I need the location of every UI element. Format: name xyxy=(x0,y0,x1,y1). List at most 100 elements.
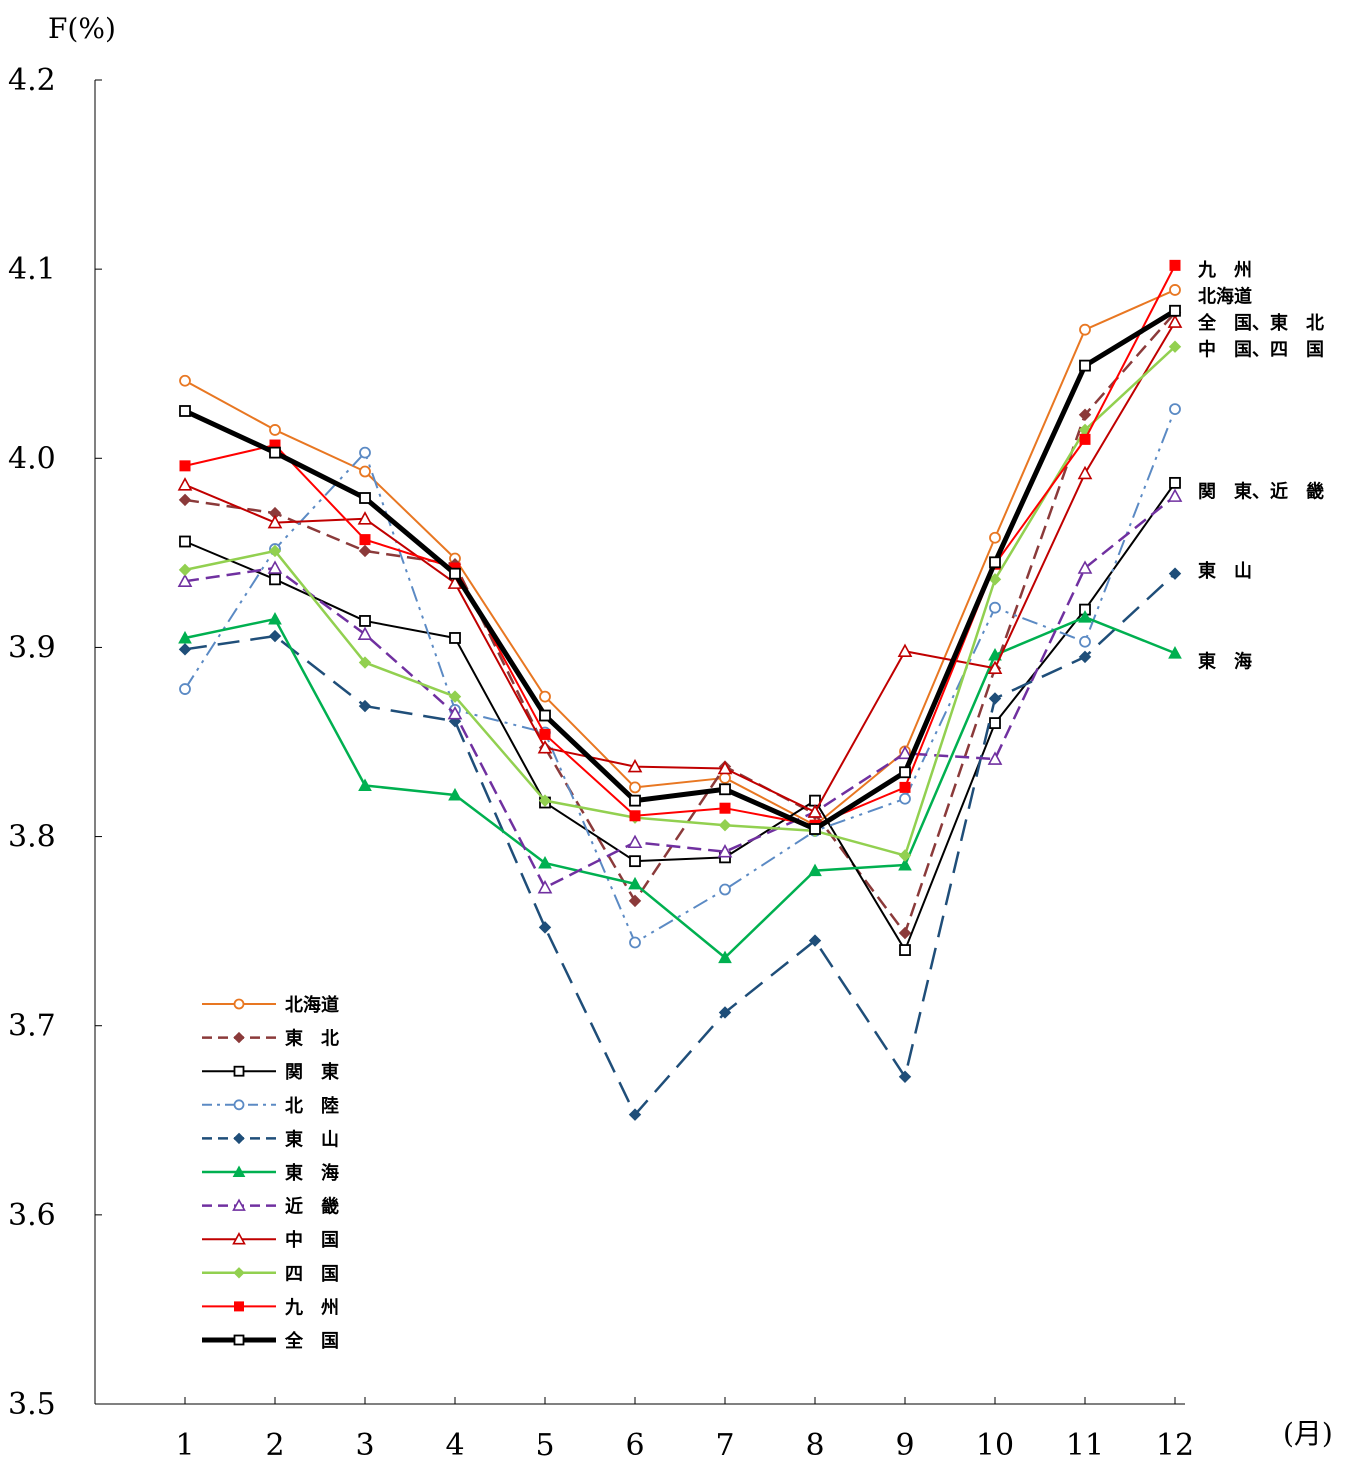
marker xyxy=(719,772,731,784)
x-tick-label: 5 xyxy=(535,1428,554,1461)
series-1 xyxy=(179,284,1181,832)
marker xyxy=(989,601,1001,614)
marker xyxy=(358,699,372,713)
x-tick-label: 11 xyxy=(1066,1428,1104,1461)
series-2 xyxy=(178,306,1182,940)
marker xyxy=(899,766,911,779)
legend-item: 全 国 xyxy=(202,1330,339,1352)
marker xyxy=(1167,488,1183,502)
legend-item: 東 海 xyxy=(202,1162,339,1184)
legend-item: 中 国 xyxy=(202,1229,339,1251)
marker xyxy=(898,1070,912,1083)
marker xyxy=(897,745,913,760)
y-tick-label: 4.1 xyxy=(8,252,56,287)
marker xyxy=(179,405,191,417)
marker xyxy=(269,424,281,436)
y-tick-label: 4.2 xyxy=(8,63,56,98)
marker xyxy=(359,492,371,504)
marker xyxy=(718,819,732,832)
series-line xyxy=(184,572,1176,1116)
marker xyxy=(178,630,192,644)
legend-item: 北海道 xyxy=(202,994,339,1016)
marker xyxy=(179,374,191,387)
end-label: 関 東、近 畿 xyxy=(1198,480,1324,502)
series-6 xyxy=(178,610,1182,964)
series-10 xyxy=(179,259,1181,831)
marker xyxy=(178,493,192,507)
y-tick-label: 4.0 xyxy=(8,441,56,476)
marker xyxy=(539,690,551,703)
y-tick-label: 3.9 xyxy=(8,630,56,665)
marker xyxy=(268,544,282,558)
marker xyxy=(1079,635,1091,648)
marker xyxy=(898,849,912,862)
marker xyxy=(232,1232,246,1245)
marker xyxy=(233,1031,245,1044)
marker xyxy=(357,511,373,525)
marker xyxy=(898,857,912,871)
legend-label: 北海道 xyxy=(285,994,339,1016)
marker xyxy=(899,944,911,956)
marker xyxy=(1169,304,1181,317)
series-line xyxy=(184,321,1176,813)
marker xyxy=(628,876,642,890)
end-label: 東 山 xyxy=(1198,560,1252,582)
marker xyxy=(809,823,821,835)
marker xyxy=(177,573,193,588)
legend-label: 中 国 xyxy=(285,1229,339,1251)
marker xyxy=(539,709,551,722)
marker xyxy=(989,556,1001,569)
marker xyxy=(233,1065,245,1077)
marker xyxy=(1077,465,1093,480)
marker xyxy=(359,465,371,478)
marker xyxy=(269,446,281,459)
series-line xyxy=(184,289,1176,827)
legend-label: 東 北 xyxy=(285,1028,339,1050)
series-3 xyxy=(179,476,1181,956)
marker xyxy=(1168,646,1182,659)
series-line xyxy=(183,308,1177,832)
marker xyxy=(233,1334,245,1346)
marker xyxy=(1078,408,1092,421)
marker xyxy=(989,717,1001,729)
marker xyxy=(179,460,191,472)
marker xyxy=(718,1006,732,1019)
marker xyxy=(899,781,911,793)
axes: 3.53.63.73.83.94.04.14.21 2 3 4 5 6 7 8 9 10 11 12 xyxy=(8,63,1194,1461)
series-line xyxy=(184,495,1176,889)
marker xyxy=(1169,259,1181,271)
marker xyxy=(898,926,912,940)
x-tick-label: 3 xyxy=(355,1428,374,1461)
marker xyxy=(1079,323,1091,336)
marker xyxy=(447,705,463,720)
marker xyxy=(989,531,1001,544)
marker xyxy=(718,950,732,964)
marker xyxy=(988,573,1002,586)
y-tick-label: 3.6 xyxy=(8,1198,56,1233)
legend-item: 東 北 xyxy=(202,1028,339,1050)
marker xyxy=(629,936,641,949)
marker xyxy=(629,855,641,868)
series-line xyxy=(184,408,1176,944)
marker xyxy=(717,844,733,858)
marker xyxy=(627,834,643,849)
x-tick-label: 2 xyxy=(265,1428,284,1461)
y-axis-title: F(%) xyxy=(48,12,116,45)
marker xyxy=(268,629,282,643)
marker xyxy=(1078,610,1092,623)
legend-item: 近 畿 xyxy=(202,1196,339,1218)
marker xyxy=(358,778,372,792)
marker xyxy=(988,692,1002,705)
marker xyxy=(538,794,552,807)
marker xyxy=(1169,284,1181,296)
y-tick-label: 3.5 xyxy=(8,1387,56,1422)
marker xyxy=(717,760,733,775)
x-axis-title: (月) xyxy=(1283,1417,1333,1450)
marker xyxy=(233,1267,245,1279)
marker xyxy=(628,1108,642,1121)
marker xyxy=(268,612,282,625)
legend-label: 北 陸 xyxy=(285,1095,339,1117)
series-8 xyxy=(177,314,1183,818)
